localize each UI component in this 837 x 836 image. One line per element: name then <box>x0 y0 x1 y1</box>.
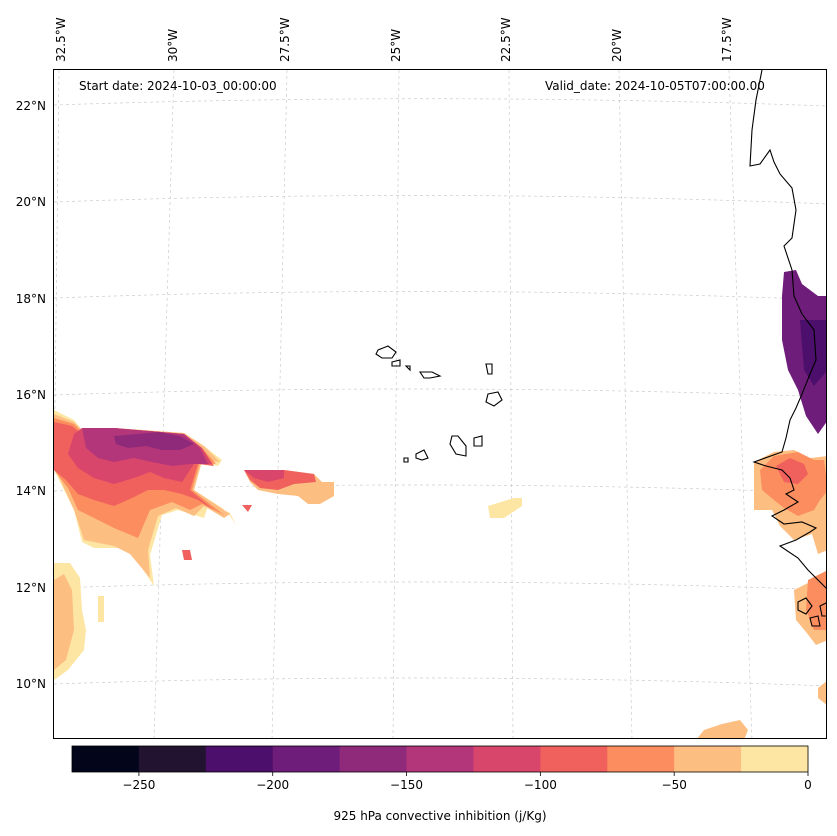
parallel-10n <box>54 677 826 687</box>
map-canvas <box>54 70 826 738</box>
lat-label-22n: 22°N <box>15 99 46 113</box>
colorbar-tick-label-0: −250 <box>122 778 155 792</box>
start-date-text: Start date: 2024-10-03_00:00:00 <box>79 79 277 93</box>
colorbar-label: 925 hPa convective inhibition (j/Kg) <box>333 809 547 823</box>
colorbar-tick-label-2: −150 <box>390 778 423 792</box>
cin-region-small-1 <box>242 505 252 512</box>
cin-contours <box>54 270 826 738</box>
cin-region-small-2 <box>182 550 192 560</box>
parallel-22n <box>54 98 826 107</box>
island-brava <box>403 457 409 463</box>
colorbar-swatch-5 <box>406 746 474 772</box>
cin-region-east-orange <box>760 452 826 516</box>
colorbar-swatch-1 <box>138 746 207 772</box>
colorbar-frame <box>71 745 809 773</box>
lat-label-10n: 10°N <box>15 677 46 691</box>
island-boa-vista <box>485 391 503 407</box>
map-panel <box>53 69 827 739</box>
cin-region-west-purple <box>114 432 194 450</box>
coastline-guinea-bissau-islands <box>797 597 826 627</box>
island-sal <box>485 363 493 375</box>
lon-label-32-5w: 32.5°W <box>54 17 68 62</box>
lon-label-22-5w: 22.5°W <box>499 17 513 62</box>
lon-label-27-5w: 27.5°W <box>278 17 292 62</box>
colorbar-swatch-0 <box>72 746 140 772</box>
colorbar: −250 −200 −150 −100 −50 0 <box>71 745 812 792</box>
cin-region-southwest-dot <box>98 596 104 622</box>
meridian-20w <box>618 70 633 738</box>
colorbar-swatch-4 <box>339 746 408 772</box>
colorbar-swatch-10 <box>741 746 809 772</box>
cin-region-central-west-red-dark <box>244 470 284 482</box>
cin-region-east-guinea <box>806 571 826 630</box>
cin-region-south-edge <box>697 720 748 738</box>
colorbar-tick-label-4: −50 <box>662 778 687 792</box>
coastline-african-mainland <box>749 70 826 589</box>
meridian-17-5w <box>728 70 753 738</box>
colorbar-ticks: −250 −200 −150 −100 −50 0 <box>122 772 812 792</box>
cin-region-mid-22w <box>488 498 522 518</box>
meridian-27-5w <box>271 70 288 738</box>
island-sao-vicente <box>391 359 401 367</box>
lon-label-17-5w: 17.5°W <box>720 17 734 62</box>
lat-label-20n: 20°N <box>15 195 46 209</box>
parallel-12n <box>54 581 826 591</box>
lat-label-18n: 18°N <box>15 292 46 306</box>
colorbar-swatch-9 <box>674 746 742 772</box>
lat-label-16n: 16°N <box>15 388 46 402</box>
colorbar-swatch-6 <box>473 746 541 772</box>
colorbar-swatch-3 <box>272 746 341 772</box>
cin-region-southwest-orange <box>54 574 74 670</box>
coastlines <box>375 70 826 627</box>
island-maio <box>473 435 483 447</box>
cin-region-east-red <box>776 458 808 484</box>
lat-label-12n: 12°N <box>15 581 46 595</box>
colorbar-tick-label-5: 0 <box>804 778 812 792</box>
colorbar-swatches <box>72 746 809 772</box>
meridian-22-5w <box>508 70 514 738</box>
cin-region-east-deep <box>800 320 826 386</box>
graticule <box>54 70 826 738</box>
parallel-16n <box>54 388 826 398</box>
island-santa-luzia <box>404 365 411 372</box>
lon-label-25w: 25°W <box>389 28 403 62</box>
meridian-25w <box>392 70 400 738</box>
colorbar-tick-label-3: −100 <box>524 778 557 792</box>
island-fogo <box>415 449 429 461</box>
colorbar-swatch-7 <box>540 746 608 772</box>
colorbar-swatch-8 <box>607 746 675 772</box>
island-santiago <box>449 435 467 457</box>
island-sao-nicolau <box>418 371 442 379</box>
lon-label-20w: 20°W <box>610 28 624 62</box>
colorbar-swatch-2 <box>205 746 274 772</box>
lat-label-14n: 14°N <box>15 484 46 498</box>
parallel-20n <box>54 195 826 205</box>
meridian-30w <box>153 70 175 738</box>
parallel-18n <box>54 291 826 301</box>
island-santo-antao <box>375 345 397 359</box>
cin-region-east-bottom-right <box>818 681 826 705</box>
colorbar-tick-label-1: −200 <box>256 778 289 792</box>
lon-label-30w: 30°W <box>166 28 180 62</box>
valid-date-text: Valid_date: 2024-10-05T07:00:00.00 <box>545 79 765 93</box>
